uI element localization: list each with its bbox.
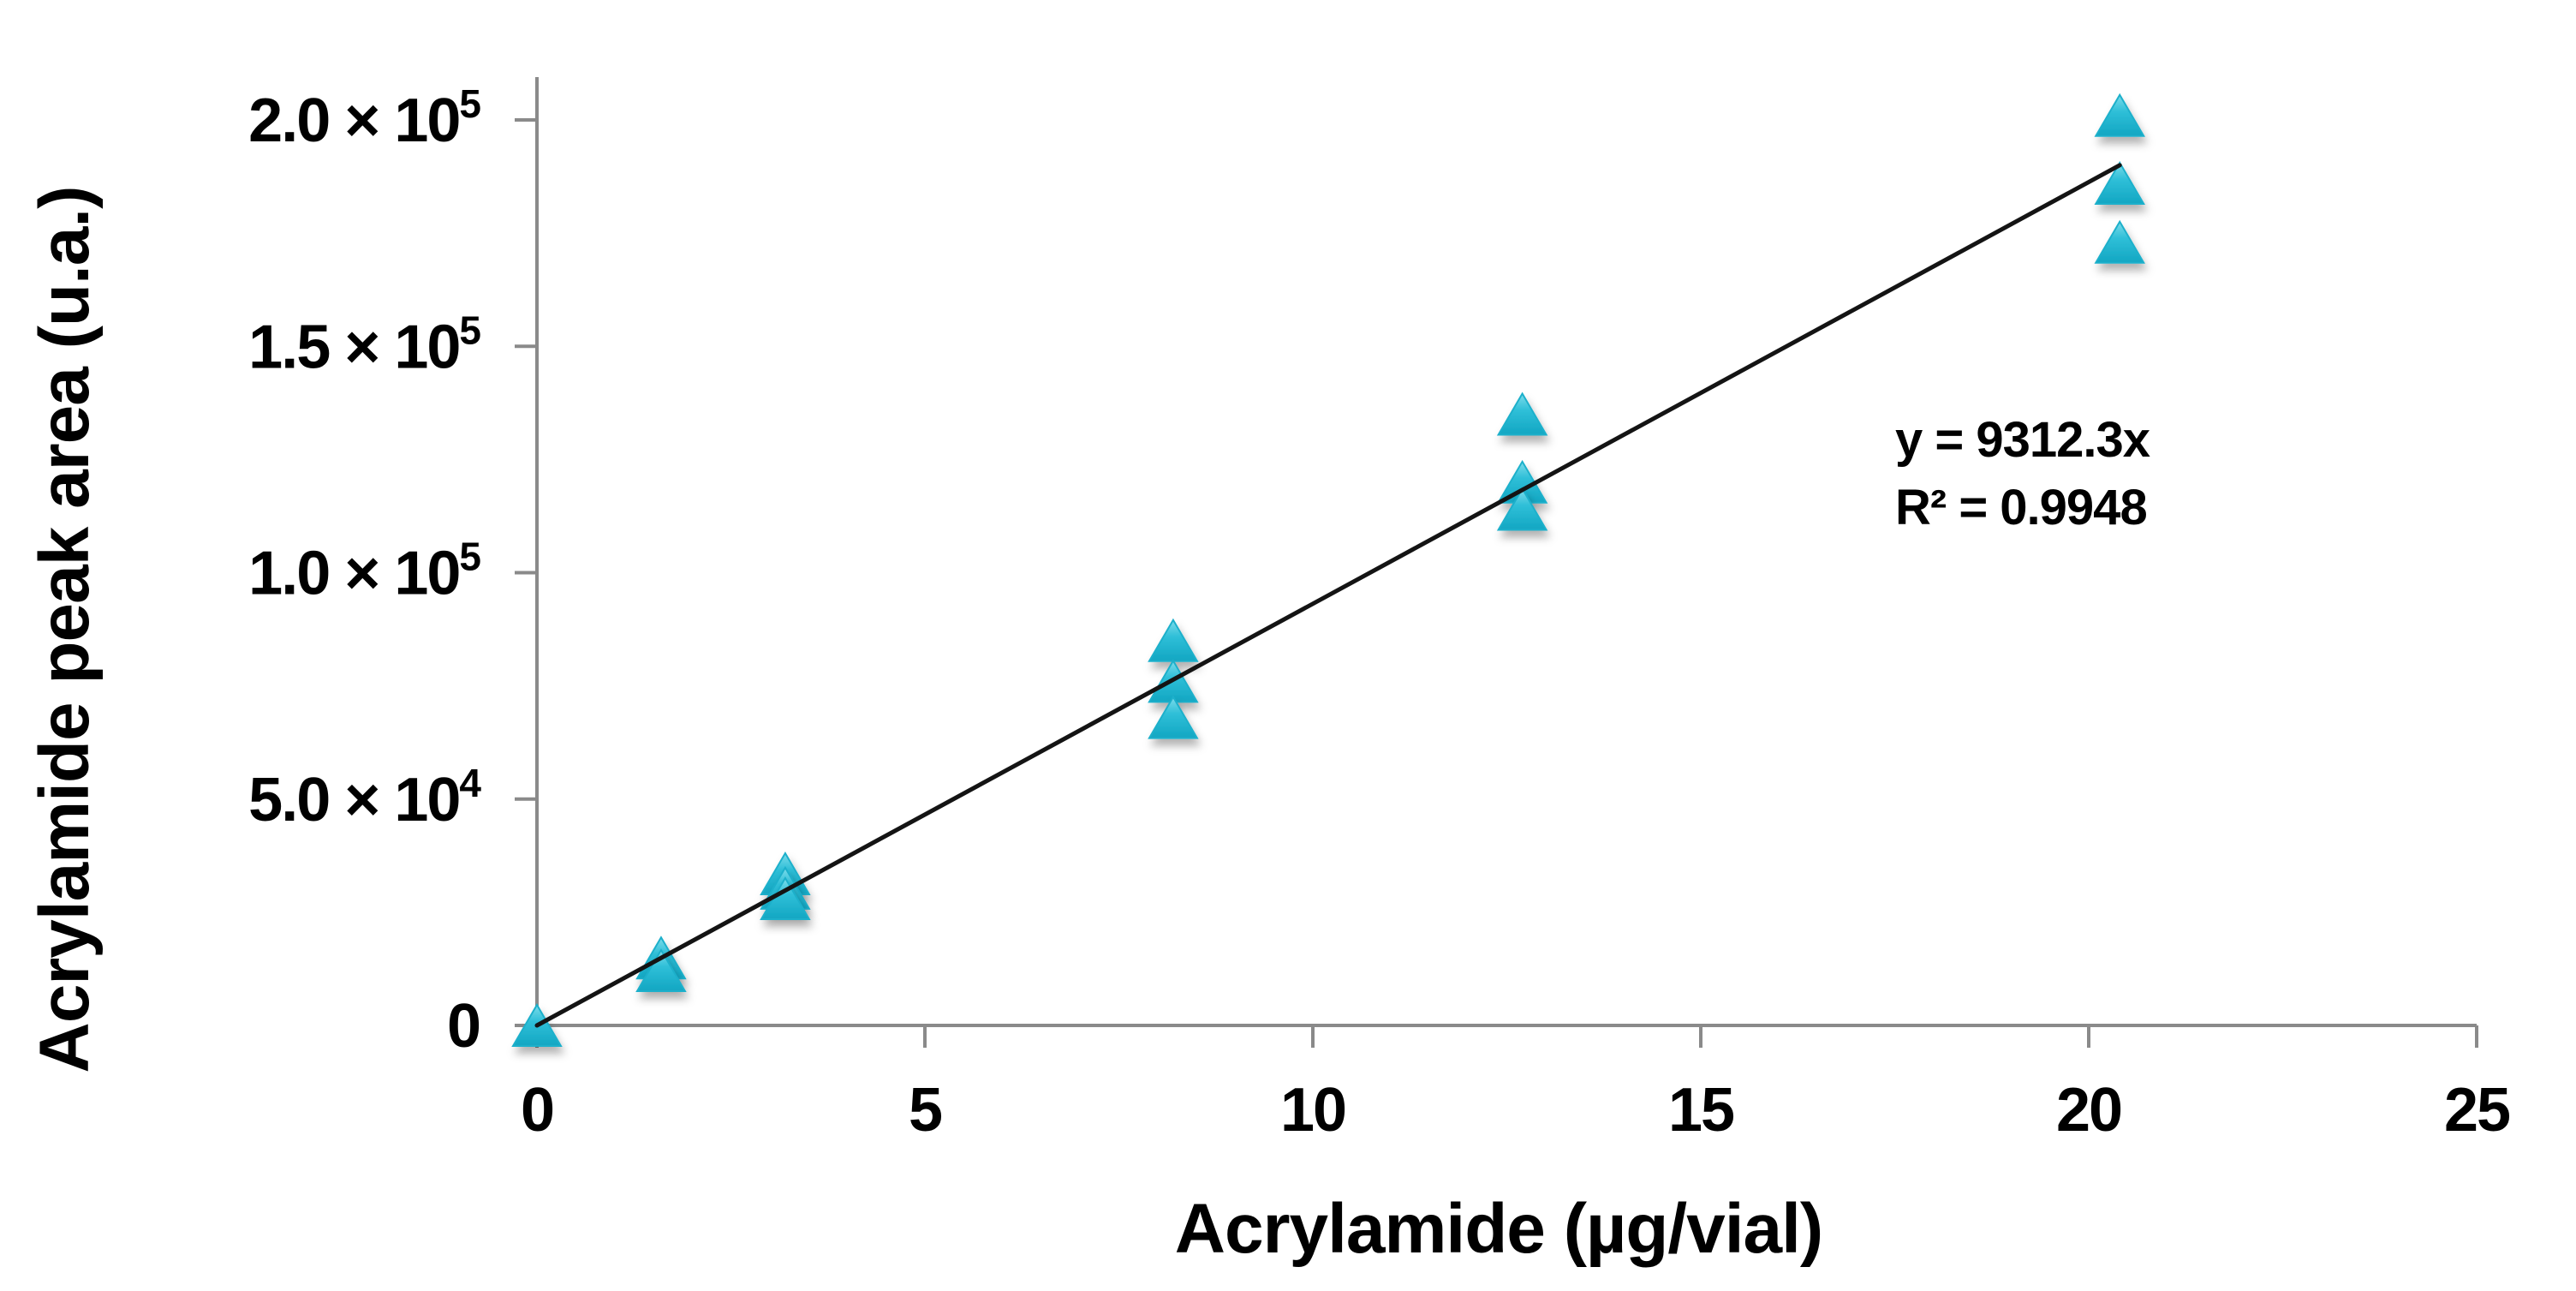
x-tick-label: 15 bbox=[1668, 1076, 1734, 1145]
data-point-marker bbox=[2094, 161, 2145, 205]
data-point-marker bbox=[1496, 487, 1548, 531]
x-axis-title: Acrylamide (µg/vial) bbox=[1175, 1190, 1822, 1268]
equation-line2: R² = 0.9948 bbox=[1895, 480, 2147, 535]
y-axis-title: Acrylamide peak area (u.a.) bbox=[26, 187, 104, 1073]
x-tick-label: 5 bbox=[909, 1076, 942, 1145]
y-tick-label: 0 bbox=[447, 992, 480, 1061]
data-point-marker bbox=[1496, 391, 1548, 436]
x-tick-label: 25 bbox=[2444, 1076, 2510, 1145]
data-point-marker bbox=[1148, 618, 1199, 662]
x-tick-label: 10 bbox=[1280, 1076, 1345, 1145]
x-tick-label: 20 bbox=[2056, 1076, 2121, 1145]
y-axis-ticks: 0 5.0 × 104 1.0 × 105 1.5 × 105 2.0 × 105 bbox=[248, 81, 537, 1061]
data-point-marker bbox=[1148, 695, 1199, 739]
y-tick-label: 1.5 × 105 bbox=[248, 308, 480, 381]
x-tick-label: 0 bbox=[521, 1076, 553, 1145]
y-tick-label: 1.0 × 105 bbox=[248, 535, 480, 608]
data-point-marker bbox=[2094, 219, 2145, 264]
data-point-marker bbox=[2094, 93, 2145, 137]
trendline bbox=[534, 163, 2122, 1028]
data-points-layer bbox=[511, 93, 2145, 1047]
data-point-marker bbox=[635, 948, 687, 993]
x-axis-ticks: 0 5 10 15 20 25 bbox=[521, 1025, 2512, 1145]
y-tick-label: 5.0 × 104 bbox=[248, 761, 481, 834]
equation-line1: y = 9312.3x bbox=[1895, 412, 2150, 468]
y-tick-label: 2.0 × 105 bbox=[248, 81, 480, 155]
